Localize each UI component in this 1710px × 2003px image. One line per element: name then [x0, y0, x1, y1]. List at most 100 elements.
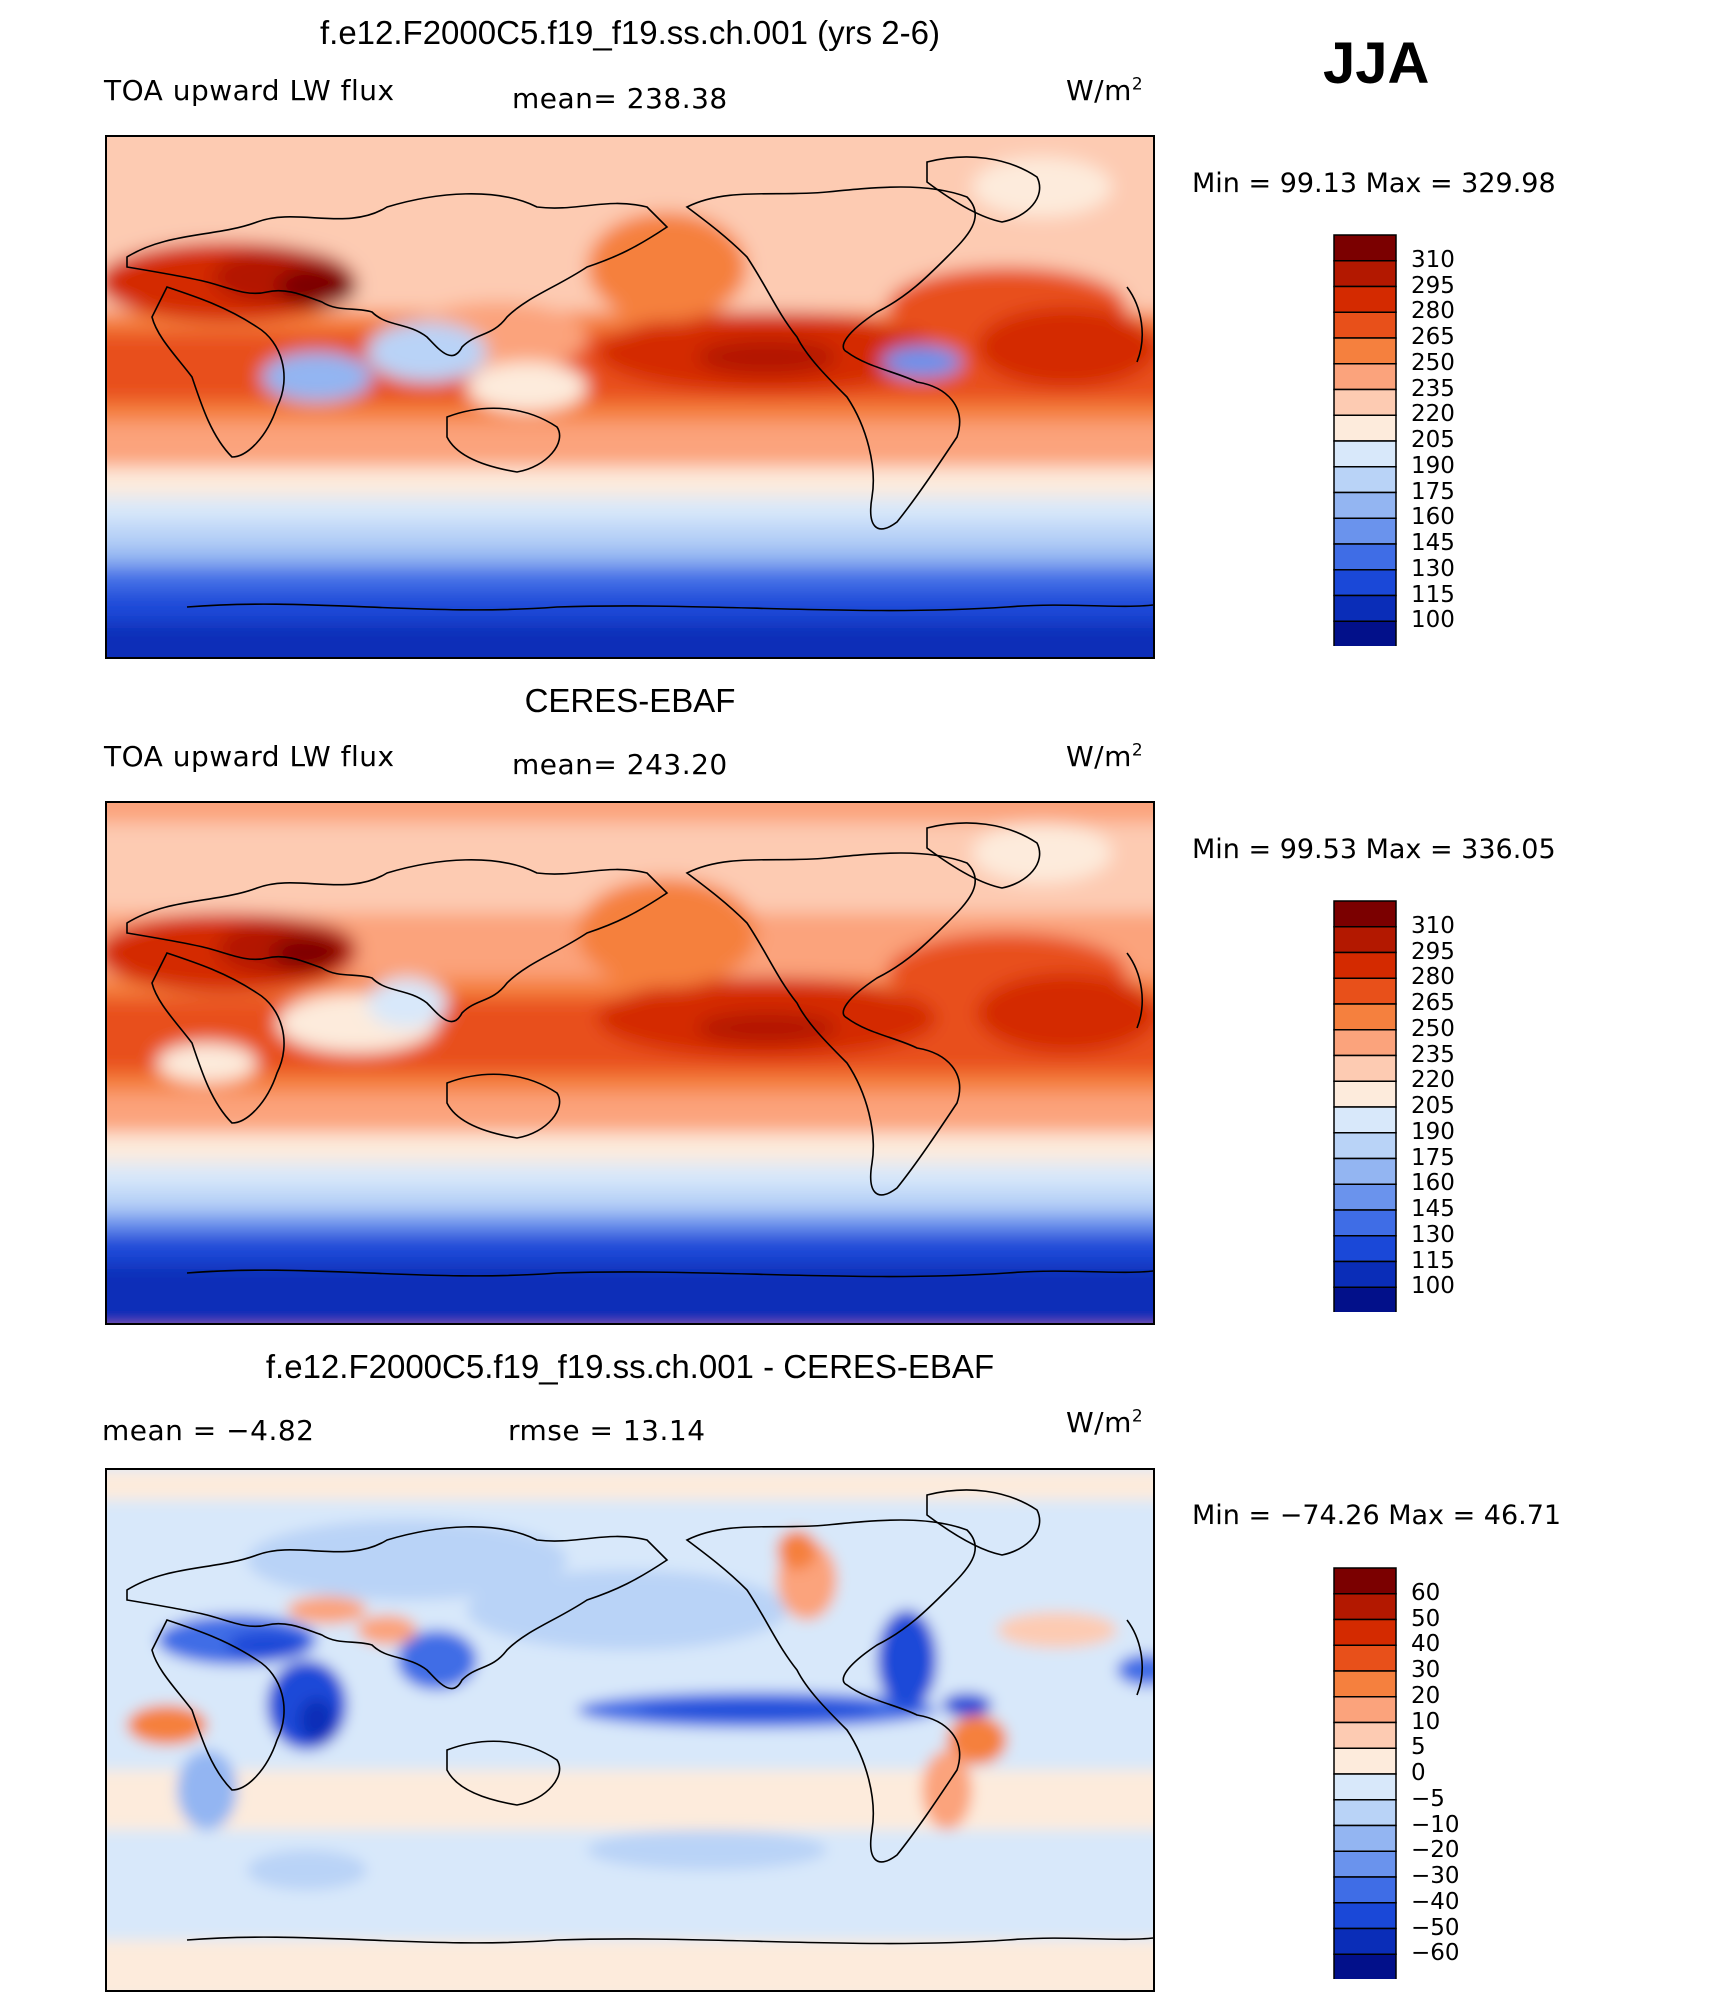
- colorbar-tick-label: 190: [1411, 1118, 1455, 1145]
- colorbar-swatch: [1333, 440, 1397, 468]
- colorbar-swatch: [1333, 1080, 1397, 1108]
- colorbar-swatch: [1333, 1927, 1397, 1955]
- colorbar-tick-label: 250: [1411, 1015, 1455, 1042]
- colorbar-swatch: [1333, 363, 1397, 391]
- colorbar-tick-label: −40: [1411, 1888, 1460, 1915]
- colorbar-swatch: [1333, 1876, 1397, 1904]
- panel3-units: W/m2: [1066, 1406, 1144, 1439]
- colorbar-swatch: [1333, 1850, 1397, 1878]
- colorbar-tick-label: −5: [1411, 1785, 1445, 1812]
- panel2-colorbar-svg: [1333, 900, 1397, 1314]
- panel3-center-label: rmse = 13.14: [508, 1414, 706, 1447]
- panel3-map-svg: [107, 1470, 1153, 1990]
- colorbar-tick-label: 250: [1411, 349, 1455, 376]
- panel3-colorbar: [1333, 1567, 1397, 1984]
- panel3-map: [105, 1468, 1155, 1992]
- colorbar-swatch: [1333, 594, 1397, 622]
- panel2-title: CERES-EBAF: [524, 682, 736, 719]
- colorbar-tick-label: −20: [1411, 1837, 1460, 1864]
- colorbar-swatch: [1333, 1157, 1397, 1185]
- colorbar-tick-label: 40: [1411, 1631, 1441, 1658]
- panel2-minmax: Min = 99.53 Max = 336.05: [1192, 834, 1556, 865]
- colorbar-swatch: [1333, 491, 1397, 519]
- colorbar-tick-label: 280: [1411, 964, 1455, 991]
- panel2-colorbar: [1333, 900, 1397, 1317]
- colorbar-swatch: [1333, 1286, 1397, 1314]
- colorbar-tick-label: 295: [1411, 938, 1455, 965]
- colorbar-swatch: [1333, 1054, 1397, 1082]
- colorbar-swatch: [1333, 311, 1397, 339]
- colorbar-tick-label: 115: [1411, 1247, 1455, 1274]
- colorbar-tick-label: 30: [1411, 1657, 1441, 1683]
- panel3-title: f.e12.F2000C5.f19_f19.ss.ch.001 - CERES-…: [265, 1348, 995, 1385]
- panel2-center-label: mean= 243.20: [512, 748, 728, 781]
- colorbar-tick-label: 310: [1411, 912, 1455, 939]
- panel3-left-label: mean = −4.82: [102, 1414, 315, 1447]
- panel1-colorbar: [1333, 234, 1397, 651]
- colorbar-tick-label: −50: [1411, 1914, 1460, 1941]
- panel1-colorbar-svg: [1333, 234, 1397, 648]
- colorbar-swatch: [1333, 926, 1397, 954]
- panel1-units: W/m2: [1066, 74, 1144, 107]
- colorbar-swatch: [1333, 1644, 1397, 1672]
- colorbar-tick-label: −60: [1411, 1940, 1460, 1967]
- colorbar-tick-label: 310: [1411, 246, 1455, 273]
- colorbar-tick-label: 265: [1411, 324, 1455, 350]
- colorbar-tick-label: 175: [1411, 478, 1455, 505]
- colorbar-tick-label: 205: [1411, 427, 1455, 453]
- colorbar-swatch: [1333, 1902, 1397, 1930]
- colorbar-swatch: [1333, 1106, 1397, 1134]
- panel2-map-svg: [107, 803, 1153, 1323]
- colorbar-swatch: [1333, 1670, 1397, 1698]
- colorbar-tick-label: 20: [1411, 1682, 1441, 1709]
- panel3-minmax: Min = −74.26 Max = 46.71: [1192, 1500, 1562, 1531]
- colorbar-tick-label: 100: [1411, 607, 1455, 634]
- colorbar-swatch: [1333, 1132, 1397, 1160]
- colorbar-tick-label: 160: [1411, 504, 1455, 531]
- colorbar-tick-label: 235: [1411, 375, 1455, 402]
- colorbar-tick-label: 160: [1411, 1170, 1455, 1197]
- colorbar-swatch: [1333, 1773, 1397, 1801]
- colorbar-swatch: [1333, 1183, 1397, 1211]
- panel2-map: [105, 801, 1155, 1325]
- colorbar-swatch: [1333, 414, 1397, 442]
- colorbar-swatch: [1333, 1567, 1397, 1595]
- panel1-center-label: mean= 238.38: [512, 82, 728, 115]
- panel2-coastlines: [126, 822, 1153, 1278]
- colorbar-swatch: [1333, 543, 1397, 571]
- colorbar-swatch: [1333, 234, 1397, 262]
- colorbar-tick-label: 205: [1411, 1093, 1455, 1119]
- colorbar-swatch: [1333, 977, 1397, 1005]
- colorbar-swatch: [1333, 1593, 1397, 1621]
- panel1-coastlines: [126, 156, 1153, 612]
- colorbar-tick-label: 100: [1411, 1273, 1455, 1300]
- colorbar-tick-label: 220: [1411, 401, 1455, 428]
- colorbar-swatch: [1333, 1799, 1397, 1827]
- colorbar-tick-label: 50: [1411, 1605, 1441, 1632]
- colorbar-swatch: [1333, 466, 1397, 494]
- panel3-colorbar-svg: [1333, 1567, 1397, 1981]
- colorbar-swatch: [1333, 1209, 1397, 1237]
- colorbar-tick-label: 190: [1411, 452, 1455, 479]
- panel2-left-label: TOA upward LW flux: [104, 740, 395, 773]
- colorbar-swatch: [1333, 1260, 1397, 1288]
- colorbar-swatch: [1333, 260, 1397, 288]
- colorbar-swatch: [1333, 900, 1397, 928]
- colorbar-swatch: [1333, 1696, 1397, 1724]
- season-label: JJA: [1323, 31, 1430, 96]
- colorbar-swatch: [1333, 337, 1397, 365]
- colorbar-tick-label: 60: [1411, 1579, 1441, 1606]
- colorbar-swatch: [1333, 1721, 1397, 1749]
- colorbar-swatch: [1333, 517, 1397, 545]
- colorbar-swatch: [1333, 569, 1397, 597]
- colorbar-tick-label: 295: [1411, 272, 1455, 299]
- panel3-coastlines: [126, 1489, 1153, 1945]
- colorbar-swatch: [1333, 1618, 1397, 1646]
- colorbar-tick-label: 115: [1411, 581, 1455, 608]
- colorbar-tick-label: −10: [1411, 1811, 1460, 1838]
- colorbar-swatch: [1333, 1747, 1397, 1775]
- colorbar-swatch: [1333, 1953, 1397, 1981]
- panel2-units: W/m2: [1066, 740, 1144, 773]
- colorbar-tick-label: 145: [1411, 530, 1455, 556]
- panel1-map-svg: [107, 137, 1153, 657]
